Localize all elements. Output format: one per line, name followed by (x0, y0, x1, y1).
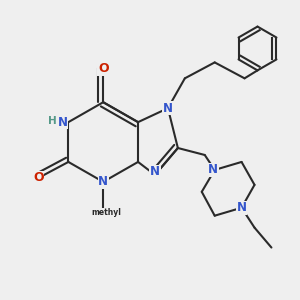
Text: H: H (48, 116, 56, 126)
Text: N: N (98, 176, 108, 188)
Text: N: N (237, 201, 247, 214)
Text: N: N (150, 165, 160, 178)
Text: N: N (163, 102, 173, 115)
Text: N: N (208, 164, 218, 176)
Text: N: N (57, 116, 68, 129)
Text: methyl: methyl (91, 208, 121, 217)
Text: O: O (33, 171, 44, 184)
Text: O: O (98, 62, 109, 75)
